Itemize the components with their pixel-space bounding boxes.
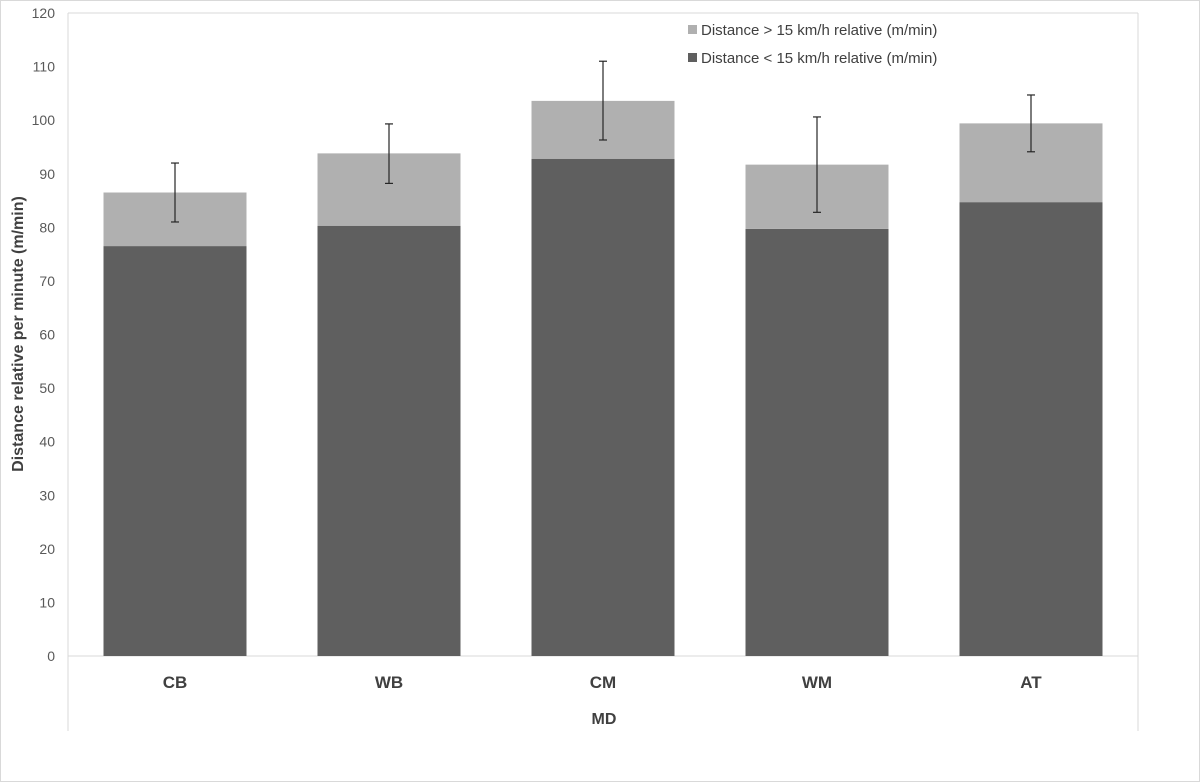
y-tick-label: 30	[39, 487, 55, 503]
y-tick-label: 50	[39, 380, 55, 396]
bar-at-series-1	[959, 202, 1103, 656]
y-tick-label: 90	[39, 166, 55, 182]
x-category-label: WM	[802, 673, 832, 692]
legend-swatch	[688, 25, 697, 34]
y-tick-label: 10	[39, 594, 55, 610]
x-axis-category-labels: CB WB CM WM AT	[163, 673, 1043, 692]
legend-swatch	[688, 53, 697, 62]
legend-label: Distance < 15 km/h relative (m/min)	[701, 50, 937, 67]
y-tick-label: 0	[47, 648, 55, 664]
x-axis-title: MD	[592, 711, 617, 728]
x-category-label: WB	[375, 673, 403, 692]
y-tick-label: 100	[32, 112, 56, 128]
y-axis-title: Distance relative per minute (m/min)	[10, 196, 27, 472]
y-tick-label: 120	[32, 5, 56, 21]
y-axis-tick-labels: 0 10 20 30 40 50 60 70 80 90 100 110 120	[32, 5, 56, 664]
error-bars	[171, 60, 1035, 223]
bar-wb-series-1	[317, 225, 461, 656]
bar-wm-series-1	[745, 228, 889, 656]
y-tick-label: 40	[39, 434, 55, 450]
y-tick-label: 20	[39, 541, 55, 557]
bar-cb-series-1	[103, 246, 247, 656]
y-tick-label: 60	[39, 327, 55, 343]
bar-cm-series-1	[531, 158, 675, 656]
y-tick-label: 80	[39, 219, 55, 235]
x-category-label: CM	[590, 673, 616, 692]
legend: Distance > 15 km/h relative (m/min) Dista…	[688, 22, 937, 67]
x-category-label: CB	[163, 673, 188, 692]
x-category-label: AT	[1020, 673, 1042, 692]
legend-label: Distance > 15 km/h relative (m/min)	[701, 22, 937, 39]
y-tick-label: 110	[33, 59, 56, 75]
bars	[103, 100, 1103, 656]
y-tick-label: 70	[39, 273, 55, 289]
